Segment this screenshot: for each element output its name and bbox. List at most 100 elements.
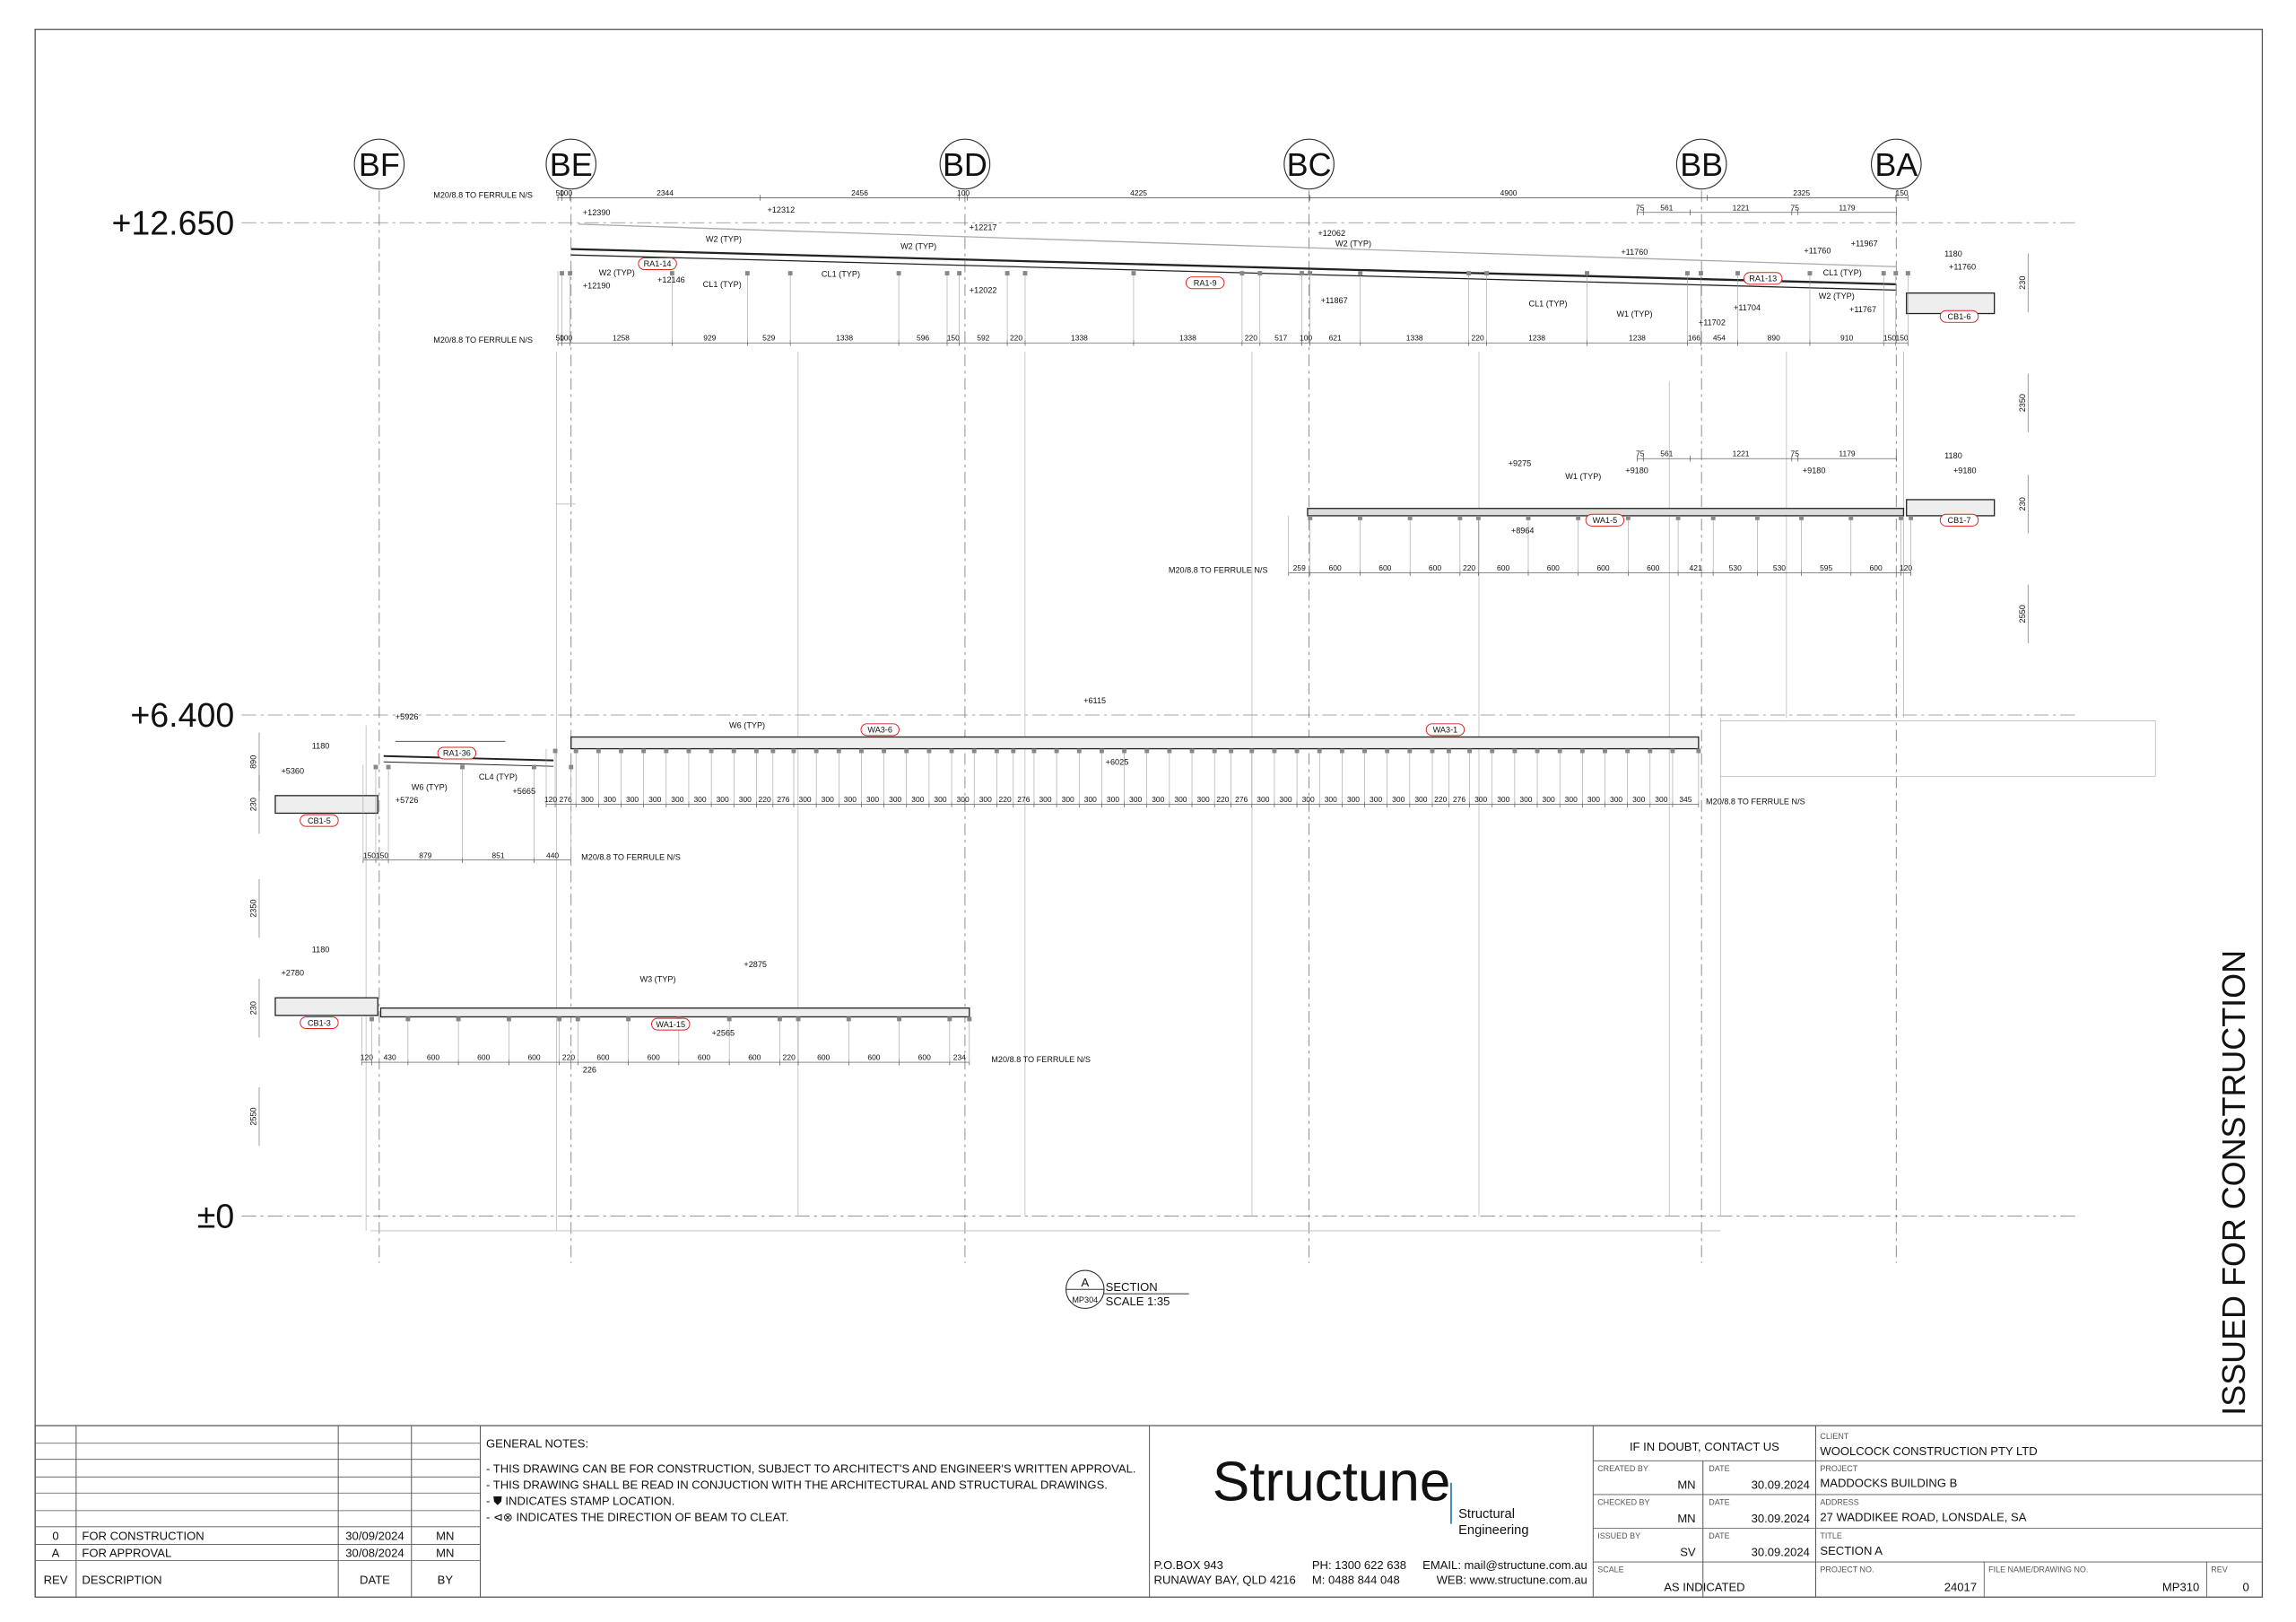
stud	[373, 764, 378, 770]
dimension-value: 300	[979, 795, 992, 804]
project-value: MADDOCKS BUILDING B	[1820, 1477, 1957, 1490]
dimension-value: 300	[798, 795, 811, 804]
stud	[1300, 271, 1304, 276]
tag-outline	[437, 746, 477, 760]
dimension-value: 421	[1690, 563, 1702, 572]
stud	[1446, 748, 1451, 754]
annotation: +2875	[744, 960, 767, 969]
annotation: CL1 (TYP)	[822, 270, 860, 279]
annotation: +11760	[1949, 263, 1976, 272]
stud	[568, 271, 573, 276]
annotation: +11704	[1734, 303, 1761, 312]
tag-outline	[1939, 310, 1979, 323]
annotation: M20/8.8 TO FERRULE N/S	[1169, 566, 1268, 575]
stud	[1576, 515, 1581, 520]
dimension-value: 300	[626, 795, 639, 804]
dimension-value: 300	[1152, 795, 1164, 804]
annotation: CL1 (TYP)	[1528, 299, 1567, 308]
stud	[1710, 515, 1716, 520]
revision-cell: FOR CONSTRUCTION	[82, 1530, 204, 1543]
tag-label: WA3-1	[1433, 726, 1458, 735]
grid-label: BE	[550, 146, 593, 183]
annotation: +11760	[1804, 247, 1831, 256]
dimension-value: 300	[581, 795, 594, 804]
dimension-value: 100	[1300, 334, 1312, 343]
info-value: AS INDICATED	[1664, 1581, 1744, 1594]
grid-bubble	[1870, 138, 1922, 190]
info-label: ISSUED BY	[1597, 1531, 1640, 1540]
dimension-value: 2325	[1793, 188, 1810, 197]
annotation: W2 (TYP)	[1819, 292, 1855, 301]
company-contact: WEB: www.structune.com.au	[1437, 1574, 1587, 1587]
stud	[1579, 748, 1585, 754]
stud	[947, 1016, 952, 1022]
note: - THIS DRAWING CAN BE FOR CONSTRUCTION, …	[486, 1461, 1135, 1475]
annotation: +9180	[1953, 467, 1977, 475]
annotation: +12312	[768, 205, 796, 214]
dimension-value: 600	[527, 1053, 540, 1062]
tag-label: RA1-14	[644, 259, 672, 268]
line	[570, 248, 1897, 285]
stud	[1212, 748, 1217, 754]
tag-label: WA1-15	[656, 1020, 685, 1029]
annotation: 1180	[1944, 451, 1962, 460]
stud	[1099, 748, 1104, 754]
annotation: +5926	[396, 712, 419, 721]
info-value: 30.09.2024	[1752, 1478, 1810, 1491]
annotation: W2 (TYP)	[1335, 239, 1371, 248]
annotation: +2780	[281, 969, 304, 978]
grid-label: BD	[943, 146, 987, 183]
annotation: W2 (TYP)	[900, 242, 936, 251]
annotation: M20/8.8 TO FERRULE N/S	[433, 190, 533, 199]
dimension-value: 345	[1679, 795, 1692, 804]
info-value: MN	[1677, 1478, 1695, 1491]
dimension-value: 1238	[1528, 334, 1545, 343]
dimension-value: 1221	[1733, 203, 1750, 212]
info-label: DATE	[1709, 1464, 1729, 1473]
annotation: +12217	[970, 222, 997, 231]
vertical-dimension: 2550	[249, 1107, 258, 1125]
annotation: W1 (TYP)	[1616, 310, 1652, 318]
dimension-value: 851	[491, 850, 504, 859]
tag-outline	[1425, 723, 1465, 737]
dimension-value: 530	[1729, 563, 1742, 572]
stud	[1229, 748, 1234, 754]
dimension-value: 120	[361, 1053, 373, 1062]
line	[383, 761, 554, 767]
annotation: W2 (TYP)	[706, 234, 742, 243]
dimension-value: 300	[1347, 795, 1360, 804]
stud	[552, 748, 558, 754]
company-sub: Engineering	[1458, 1523, 1528, 1538]
annotation: +6115	[1083, 696, 1106, 705]
dimension-value: 440	[546, 850, 559, 859]
stud	[1670, 748, 1675, 754]
dimension-value: 1238	[1629, 334, 1646, 343]
stud	[994, 748, 999, 754]
dimension-value: 600	[648, 1053, 660, 1062]
stud	[386, 764, 391, 770]
annotation: 226	[583, 1066, 596, 1075]
stud	[1899, 515, 1903, 520]
project-label: PROJECT NO.	[1820, 1565, 1874, 1574]
dimension-value: 300	[1414, 795, 1427, 804]
dimension-value: 2456	[851, 188, 868, 197]
stud	[744, 271, 750, 276]
stud	[596, 748, 601, 754]
stud	[1407, 515, 1413, 520]
stud	[619, 748, 623, 754]
section-scale: SCALE 1:35	[1106, 1295, 1170, 1308]
dimension-value: 300	[1257, 795, 1269, 804]
dimension-value: 300	[934, 795, 946, 804]
annotation: +11760	[1621, 248, 1648, 257]
annotation: CL4 (TYP)	[479, 772, 517, 781]
stud	[896, 271, 901, 276]
annotation: 1180	[1944, 249, 1962, 258]
stud	[506, 1016, 511, 1022]
dimension-value: 300	[1084, 795, 1097, 804]
dimension-value: 150	[1883, 334, 1896, 343]
dimension-value: 220	[1010, 334, 1022, 343]
dimension-value: 220	[1216, 795, 1229, 804]
annotation: CL1 (TYP)	[703, 280, 742, 289]
vertical-dimension: 230	[2018, 497, 2027, 510]
stud	[669, 271, 674, 276]
